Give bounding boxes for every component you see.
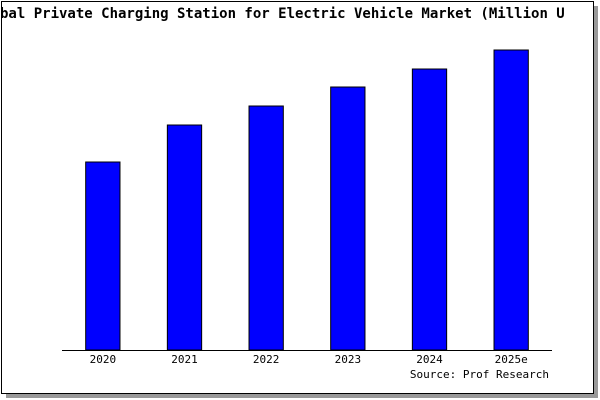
plot-area: 2020 2021 2022 2023 2024 2025e — [62, 49, 552, 366]
bar — [493, 49, 529, 351]
bar — [330, 86, 366, 351]
x-tick-label: 2021 — [171, 353, 198, 366]
bar — [166, 124, 203, 351]
x-tick-label: 2022 — [253, 353, 280, 366]
chart-title: bal Private Charging Station for Electri… — [0, 6, 565, 22]
title-clip: bal Private Charging Station for Electri… — [0, 6, 565, 22]
bar — [411, 68, 448, 351]
x-tick-label: 2020 — [90, 353, 117, 366]
x-tick-label: 2023 — [335, 353, 362, 366]
bar — [85, 161, 121, 351]
source-note: Source: Prof Research — [410, 368, 549, 381]
x-tick-label: 2025e — [495, 353, 528, 366]
bar — [248, 105, 284, 351]
x-tick-label: 2024 — [416, 353, 443, 366]
